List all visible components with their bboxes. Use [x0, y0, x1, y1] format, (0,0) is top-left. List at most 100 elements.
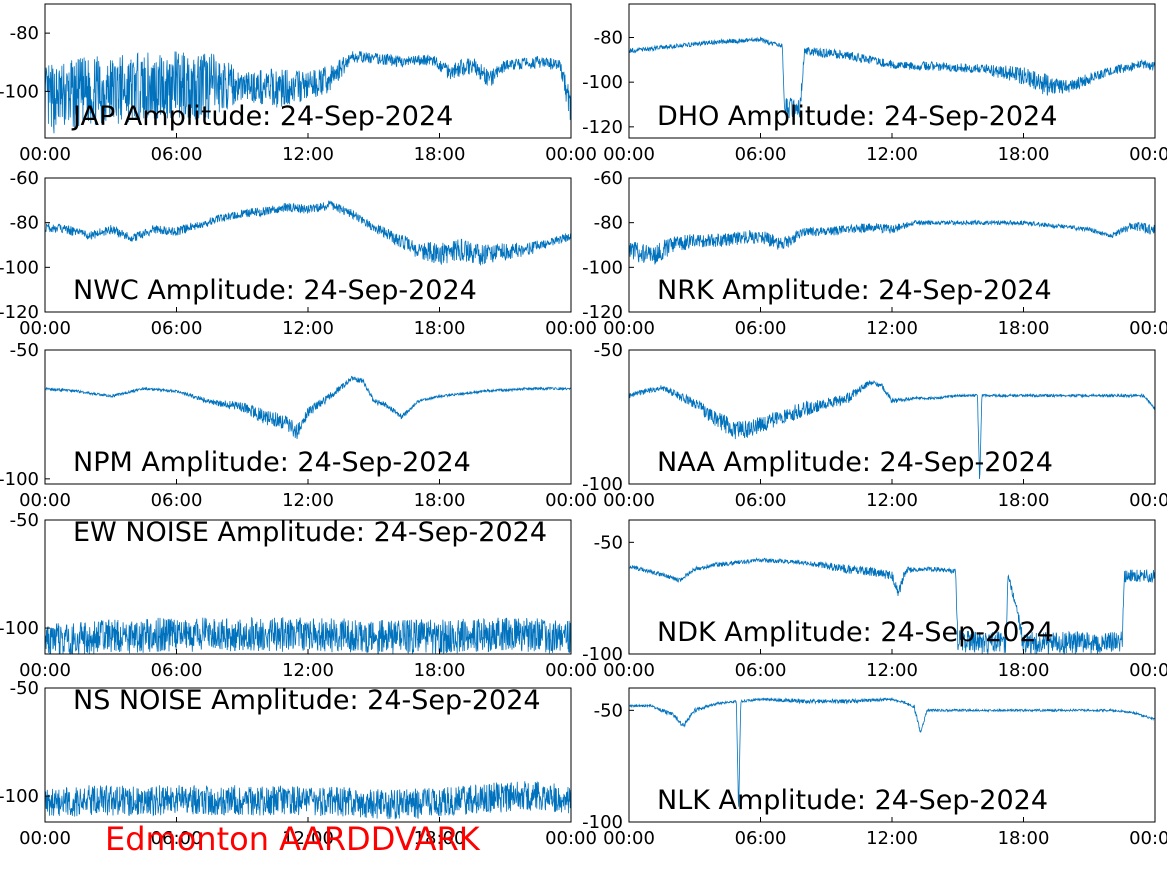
xtick-label: 00:00	[545, 828, 597, 849]
xtick-label: 06:00	[735, 660, 787, 681]
ytick-label: -100	[582, 644, 623, 665]
xtick-label: 00:00	[545, 490, 597, 511]
ytick-label: -50	[10, 340, 39, 361]
xtick-label: 00:00	[603, 828, 655, 849]
panel-title: NS NOISE Amplitude: 24-Sep-2024	[73, 685, 541, 716]
ytick-label: -100	[582, 474, 623, 495]
xtick-label: 00:00	[1129, 490, 1167, 511]
xtick-label: 00:00	[1129, 828, 1167, 849]
xtick-label: 00:00	[19, 144, 71, 165]
xtick-label: 18:00	[414, 660, 466, 681]
series-line-5	[629, 380, 1155, 480]
xtick-label: 12:00	[866, 318, 918, 339]
xtick-label: 12:00	[282, 144, 334, 165]
xtick-label: 06:00	[735, 318, 787, 339]
ytick-label: -80	[594, 28, 623, 49]
xtick-label: 06:00	[151, 660, 203, 681]
xtick-label: 12:00	[282, 828, 334, 849]
series-line-0	[45, 50, 571, 136]
ytick-label: -100	[0, 257, 39, 278]
xtick-label: 18:00	[998, 490, 1050, 511]
panel-title: NDK Amplitude: 24-Sep-2024	[657, 617, 1054, 648]
ytick-label: -80	[594, 213, 623, 234]
ytick-label: -50	[594, 340, 623, 361]
ytick-label: -80	[10, 213, 39, 234]
xtick-label: 18:00	[414, 318, 466, 339]
xtick-label: 12:00	[282, 318, 334, 339]
xtick-label: 12:00	[282, 490, 334, 511]
ytick-label: -80	[10, 23, 39, 44]
series-line-1	[629, 36, 1155, 119]
ytick-label: -100	[0, 81, 39, 102]
ytick-label: -100	[582, 72, 623, 93]
xtick-label: 00:00	[603, 318, 655, 339]
panel-1: -80-100-12000:0006:0012:0018:0000:00DHO …	[582, 3, 1167, 165]
xtick-label: 00:00	[603, 144, 655, 165]
xtick-label: 00:00	[1129, 660, 1167, 681]
xtick-label: 12:00	[866, 144, 918, 165]
ytick-label: -100	[582, 257, 623, 278]
xtick-label: 06:00	[735, 828, 787, 849]
panel-title: NRK Amplitude: 24-Sep-2024	[657, 275, 1052, 306]
xtick-label: 00:00	[19, 318, 71, 339]
series-line-6	[45, 616, 571, 654]
xtick-label: 06:00	[151, 828, 203, 849]
xtick-label: 12:00	[866, 490, 918, 511]
xtick-label: 18:00	[414, 490, 466, 511]
xtick-label: 00:00	[19, 490, 71, 511]
ytick-label: -100	[0, 469, 39, 490]
xtick-label: 06:00	[151, 318, 203, 339]
series-line-2	[45, 200, 571, 266]
panel-title: DHO Amplitude: 24-Sep-2024	[657, 101, 1057, 132]
ytick-label: -50	[594, 532, 623, 553]
ytick-label: -100	[0, 618, 39, 639]
xtick-label: 06:00	[735, 490, 787, 511]
panel-title: JAP Amplitude: 24-Sep-2024	[71, 101, 453, 132]
xtick-label: 00:00	[545, 660, 597, 681]
xtick-label: 00:00	[1129, 318, 1167, 339]
xtick-label: 18:00	[998, 660, 1050, 681]
xtick-label: 00:00	[603, 490, 655, 511]
ytick-label: -50	[594, 700, 623, 721]
xtick-label: 00:00	[19, 660, 71, 681]
ytick-label: -100	[582, 812, 623, 833]
xtick-label: 18:00	[414, 828, 466, 849]
panel-title: NAA Amplitude: 24-Sep-2024	[657, 447, 1053, 478]
xtick-label: 06:00	[735, 144, 787, 165]
xtick-label: 00:00	[545, 144, 597, 165]
ytick-label: -120	[0, 302, 39, 323]
xtick-label: 00:00	[1129, 144, 1167, 165]
ytick-label: -50	[10, 678, 39, 699]
ytick-label: -120	[582, 302, 623, 323]
xtick-label: 18:00	[998, 828, 1050, 849]
ytick-label: -120	[582, 117, 623, 138]
series-line-4	[45, 375, 571, 440]
series-line-7	[629, 557, 1155, 654]
xtick-label: 00:00	[19, 828, 71, 849]
panel-title: NWC Amplitude: 24-Sep-2024	[73, 275, 477, 306]
xtick-label: 06:00	[151, 490, 203, 511]
xtick-label: 12:00	[866, 828, 918, 849]
series-line-8	[45, 781, 571, 820]
panel-title: EW NOISE Amplitude: 24-Sep-2024	[73, 517, 547, 548]
series-line-3	[629, 219, 1155, 265]
xtick-label: 12:00	[282, 660, 334, 681]
xtick-label: 18:00	[998, 318, 1050, 339]
xtick-label: 18:00	[998, 144, 1050, 165]
xtick-label: 06:00	[151, 144, 203, 165]
xtick-label: 00:00	[603, 660, 655, 681]
ytick-label: -100	[0, 786, 39, 807]
ytick-label: -50	[10, 510, 39, 531]
series-line-9	[629, 696, 1155, 807]
xtick-label: 12:00	[866, 660, 918, 681]
panel-title: NLK Amplitude: 24-Sep-2024	[657, 785, 1048, 816]
panel-title: NPM Amplitude: 24-Sep-2024	[73, 447, 471, 478]
xtick-label: 18:00	[414, 144, 466, 165]
ytick-label: -60	[594, 168, 623, 189]
